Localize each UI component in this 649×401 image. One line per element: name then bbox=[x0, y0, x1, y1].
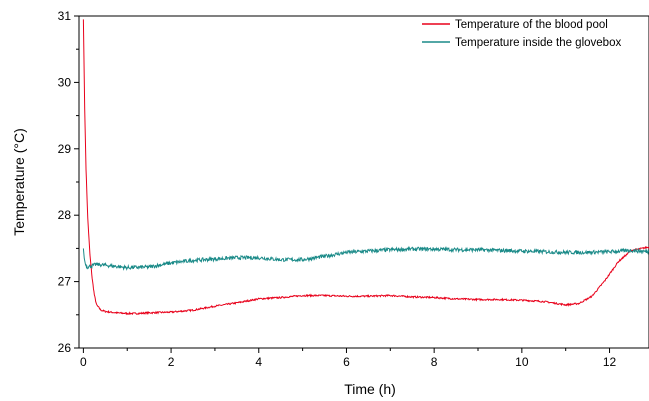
x-tick-label-1: 2 bbox=[168, 355, 175, 369]
x-tick-label-4: 8 bbox=[431, 355, 438, 369]
series-line-1 bbox=[82, 245, 649, 271]
legend-label-0: Temperature of the blood pool bbox=[455, 19, 608, 31]
x-tick-label-6: 12 bbox=[603, 355, 617, 369]
plot-frame bbox=[78, 15, 649, 349]
y-tick-label-4: 30 bbox=[58, 75, 72, 89]
plot-area bbox=[78, 15, 649, 349]
y-tick-label-2: 28 bbox=[58, 208, 72, 222]
axes-layer: 0 2 4 6 8 10 12 26 27 28 29 30 31 bbox=[58, 9, 617, 369]
y-tick-label-3: 29 bbox=[58, 142, 72, 156]
legend: Temperature of the blood pool Temperature… bbox=[422, 19, 621, 49]
x-tick-label-0: 0 bbox=[80, 355, 87, 369]
y-tick-label-1: 27 bbox=[58, 275, 72, 289]
series-layer bbox=[82, 19, 649, 316]
x-tick-label-2: 4 bbox=[255, 355, 262, 369]
y-tick-label-5: 31 bbox=[58, 9, 72, 23]
x-tick-label-5: 10 bbox=[515, 355, 529, 369]
y-tick-label-0: 26 bbox=[58, 341, 72, 355]
y-axis-title: Temperature (°C) bbox=[11, 128, 27, 236]
x-tick-label-3: 6 bbox=[343, 355, 350, 369]
legend-label-1: Temperature inside the glovebox bbox=[455, 37, 621, 49]
series-line-0 bbox=[82, 19, 649, 316]
x-axis-title: Time (h) bbox=[344, 381, 396, 397]
